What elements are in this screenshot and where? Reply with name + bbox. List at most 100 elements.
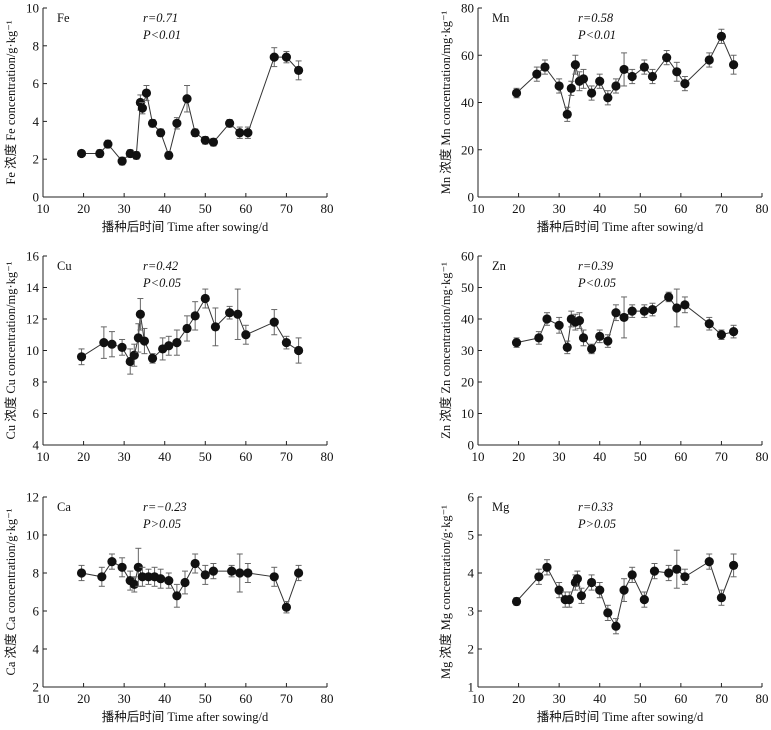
y-tick-label: 6 bbox=[33, 76, 40, 91]
data-point bbox=[639, 595, 649, 605]
data-point bbox=[208, 137, 218, 147]
x-tick-label: 40 bbox=[593, 449, 606, 464]
data-point bbox=[135, 309, 145, 319]
panel-element-label: Ca bbox=[57, 500, 71, 514]
data-point bbox=[164, 150, 174, 161]
correlation-r-label: r=0.33 bbox=[578, 500, 613, 514]
chart-panel-mn: 10 20 30 40 50 60 70 80 0 20 40 60 80 播种后时间 Time afte… bbox=[438, 1, 769, 235]
y-tick-label: 16 bbox=[26, 249, 40, 264]
data-point bbox=[190, 558, 200, 569]
panel-element-label: Cu bbox=[57, 259, 72, 273]
data-point bbox=[172, 338, 182, 348]
x-tick-label: 60 bbox=[674, 691, 687, 706]
x-tick-label: 20 bbox=[77, 201, 90, 216]
data-point bbox=[540, 62, 550, 72]
y-tick-label: 12 bbox=[26, 490, 39, 505]
x-tick-label: 40 bbox=[158, 449, 171, 464]
data-point bbox=[281, 52, 292, 62]
data-point bbox=[639, 62, 649, 72]
correlation-r-label: r=0.39 bbox=[578, 259, 614, 273]
x-tick-label: 50 bbox=[199, 449, 212, 464]
data-point bbox=[562, 342, 572, 352]
data-point bbox=[243, 568, 253, 578]
x-tick-label: 70 bbox=[280, 201, 293, 216]
x-tick-label: 80 bbox=[756, 201, 769, 216]
x-tick-label: 10 bbox=[472, 691, 485, 706]
x-tick-label: 40 bbox=[158, 201, 171, 216]
p-value-label: P<0.01 bbox=[577, 28, 616, 42]
data-point bbox=[534, 333, 544, 343]
data-point bbox=[243, 128, 253, 138]
x-tick-label: 20 bbox=[512, 449, 525, 464]
data-point bbox=[180, 577, 190, 588]
data-point bbox=[294, 65, 304, 75]
data-point bbox=[647, 304, 658, 315]
x-tick-label: 50 bbox=[634, 449, 647, 464]
data-point bbox=[603, 608, 613, 618]
x-tick-label: 80 bbox=[321, 691, 334, 706]
y-tick-label: 80 bbox=[461, 1, 474, 16]
data-point bbox=[97, 572, 107, 582]
x-tick-label: 80 bbox=[756, 449, 769, 464]
data-point bbox=[595, 76, 605, 86]
data-point bbox=[672, 67, 682, 77]
data-point bbox=[574, 315, 585, 326]
x-tick-label: 10 bbox=[472, 201, 485, 216]
data-point bbox=[554, 81, 564, 91]
data-point bbox=[672, 564, 682, 574]
y-tick-label: 10 bbox=[26, 1, 39, 16]
p-value-label: P<0.01 bbox=[142, 28, 181, 42]
data-point bbox=[627, 306, 637, 316]
y-tick-label: 4 bbox=[33, 642, 40, 657]
x-tick-label: 10 bbox=[37, 201, 50, 216]
p-value-label: P<0.05 bbox=[142, 276, 181, 290]
data-point bbox=[716, 593, 727, 603]
y-axis-title: Mn 浓度 Mn concentration/mg·kg⁻¹ bbox=[438, 10, 453, 194]
correlation-r-label: r=0.71 bbox=[143, 11, 178, 25]
y-axis-title: Cu 浓度 Cu concentration/mg·kg⁻¹ bbox=[3, 261, 18, 439]
x-tick-label: 50 bbox=[199, 201, 212, 216]
data-point bbox=[664, 568, 674, 578]
data-point bbox=[200, 135, 210, 145]
data-point bbox=[164, 576, 174, 586]
y-axis-title: Fe 浓度 Fe concentration/g·kg⁻¹ bbox=[3, 20, 18, 184]
y-tick-label: 10 bbox=[26, 343, 39, 358]
x-tick-label: 30 bbox=[118, 691, 131, 706]
y-tick-label: 30 bbox=[461, 343, 474, 358]
data-point bbox=[76, 148, 87, 159]
p-value-label: P>0.05 bbox=[142, 517, 181, 531]
data-point bbox=[578, 333, 589, 343]
data-point bbox=[208, 566, 218, 576]
panel-element-label: Zn bbox=[492, 259, 507, 273]
data-point bbox=[576, 591, 587, 601]
y-tick-label: 2 bbox=[468, 642, 475, 657]
data-point bbox=[729, 60, 739, 70]
x-tick-label: 20 bbox=[512, 201, 525, 216]
data-point bbox=[95, 148, 105, 159]
y-tick-label: 40 bbox=[461, 95, 474, 110]
data-point bbox=[716, 330, 727, 340]
series-line bbox=[516, 35, 735, 115]
data-point bbox=[156, 128, 166, 138]
y-tick-label: 4 bbox=[33, 438, 40, 453]
x-tick-label: 80 bbox=[321, 449, 334, 464]
data-point bbox=[269, 52, 279, 62]
correlation-r-label: r=0.58 bbox=[578, 11, 614, 25]
data-point bbox=[76, 568, 87, 578]
x-tick-label: 30 bbox=[118, 201, 131, 216]
x-tick-label: 30 bbox=[553, 449, 566, 464]
panel-element-label: Mn bbox=[492, 11, 510, 25]
data-point bbox=[619, 312, 629, 323]
data-point bbox=[649, 566, 660, 576]
data-point bbox=[704, 557, 714, 567]
y-tick-label: 8 bbox=[33, 566, 40, 581]
y-axis-title: Ca 浓度 Ca concentration/g·kg⁻¹ bbox=[3, 508, 18, 675]
y-tick-label: 5 bbox=[468, 528, 475, 543]
data-point bbox=[729, 560, 739, 571]
data-point bbox=[572, 574, 583, 584]
y-tick-label: 60 bbox=[461, 48, 474, 63]
data-point bbox=[147, 353, 158, 363]
data-point bbox=[595, 585, 605, 595]
x-tick-label: 70 bbox=[280, 691, 293, 706]
